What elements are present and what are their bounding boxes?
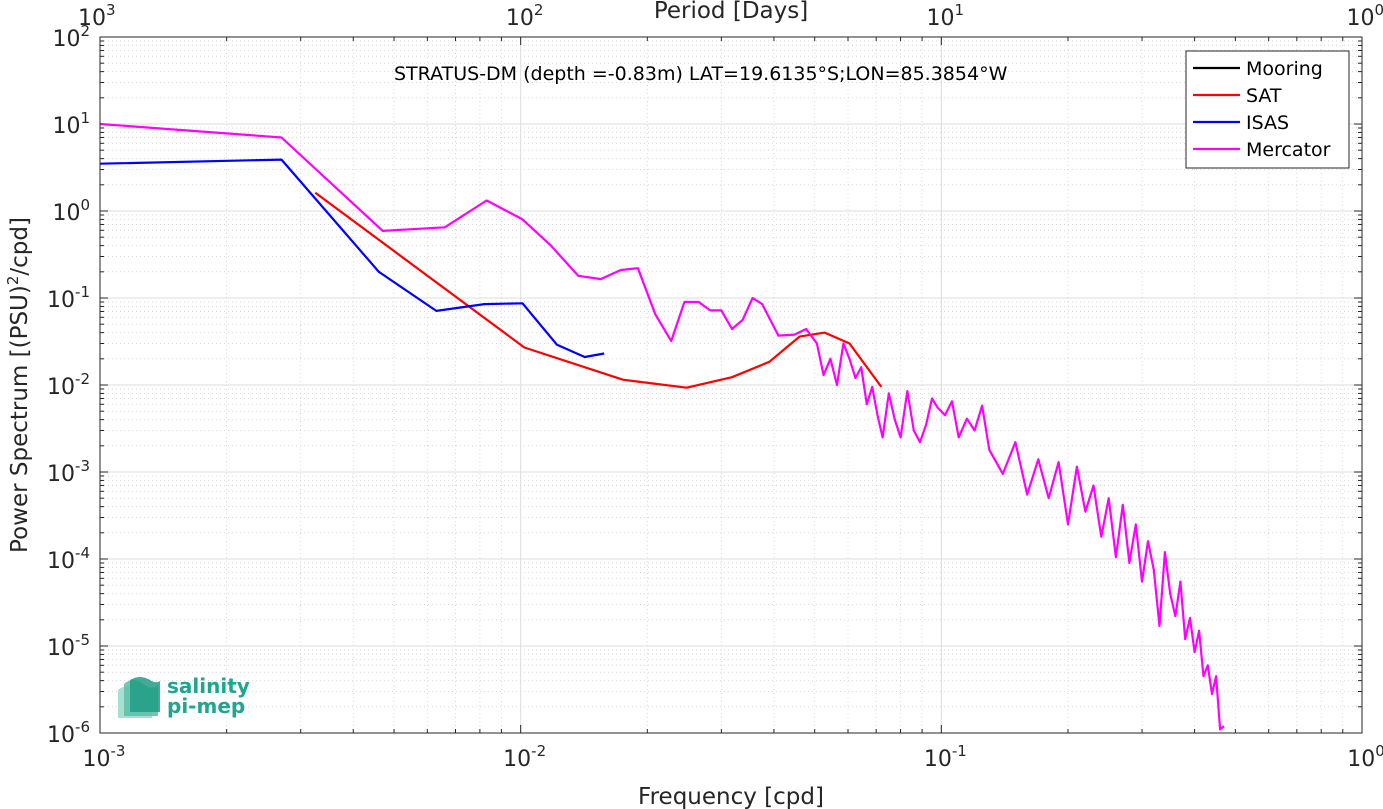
top-tick-label: 102 xyxy=(506,1,544,31)
salinity-logo: salinity pi-mep xyxy=(118,674,250,718)
y-tick-label-exp: 2 xyxy=(80,22,90,40)
series-layer xyxy=(99,122,1225,731)
y-tick-label-base: 10 xyxy=(52,201,80,226)
y-tick-label-base: 10 xyxy=(47,375,75,400)
y-tick-label-exp: -3 xyxy=(75,457,90,475)
top-tick-label-exp: 3 xyxy=(106,1,116,19)
logo-text-top: salinity xyxy=(167,674,250,698)
y-tick-label: 10-5 xyxy=(47,631,90,661)
y-axis-title: Power Spectrum [(PSU)2/cpd] xyxy=(4,217,33,553)
top-tick-label: 101 xyxy=(927,1,965,31)
y-tick-label-base: 10 xyxy=(47,723,75,748)
y-tick-label-exp: -1 xyxy=(75,283,90,301)
legend-label-mercator: Mercator xyxy=(1246,139,1331,161)
y-tick-label-base: 10 xyxy=(47,462,75,487)
y-tick-label-base: 10 xyxy=(47,636,75,661)
top-tick-label-base: 10 xyxy=(927,6,955,31)
top-tick-label-base: 10 xyxy=(78,6,106,31)
x-axis-title: Frequency [cpd] xyxy=(638,784,824,809)
y-tick-label: 100 xyxy=(52,196,90,226)
x-tick-label-exp: 0 xyxy=(1375,742,1383,760)
y-tick-label-base: 10 xyxy=(47,549,75,574)
x-tick-label-exp: -3 xyxy=(111,742,126,760)
x-tick-label: 10-2 xyxy=(503,742,546,772)
y-tick-label: 102 xyxy=(52,22,90,52)
x-tick-label-base: 10 xyxy=(83,747,111,772)
series-line-sat xyxy=(314,191,883,389)
legend-label-mooring: Mooring xyxy=(1246,58,1323,80)
y-tick-label-exp: -4 xyxy=(75,544,90,562)
x-tick-label-base: 10 xyxy=(924,747,952,772)
x-tick-label: 10-1 xyxy=(924,742,967,772)
legend: Mooring SAT ISAS Mercator xyxy=(1185,50,1350,169)
x-tick-label-exp: -1 xyxy=(952,742,967,760)
y-tick-label-base: 10 xyxy=(52,114,80,139)
y-axis-title-main: Power Spectrum [(PSU) xyxy=(7,285,33,553)
series-line-mercator xyxy=(99,122,1225,731)
x-tick-label-base: 10 xyxy=(1347,747,1375,772)
y-axis-title-tail: /cpd] xyxy=(7,217,33,276)
y-tick-label-exp: -6 xyxy=(75,718,90,736)
chart-title-annotation: STRATUS-DM (depth =-0.83m) LAT=19.6135°S… xyxy=(394,63,1008,85)
top-tick-label: 100 xyxy=(1346,1,1383,31)
x-tick-label-base: 10 xyxy=(503,747,531,772)
plot-frame xyxy=(99,36,1363,734)
y-tick-label: 10-1 xyxy=(47,283,90,313)
y-tick-label: 10-4 xyxy=(47,544,90,574)
x-tick-label: 10-3 xyxy=(83,742,126,772)
y-tick-label: 10-3 xyxy=(47,457,90,487)
x-tick-label: 100 xyxy=(1347,742,1383,772)
y-tick-label: 10-6 xyxy=(47,718,90,748)
top-tick-label-exp: 2 xyxy=(534,1,544,19)
top-tick-label: 103 xyxy=(78,1,116,31)
series-line-isas xyxy=(99,158,605,359)
y-tick-label: 10-2 xyxy=(47,370,90,400)
x-tick-labels: 10-3 10-2 10-1 100 xyxy=(83,742,1383,772)
y-tick-label: 101 xyxy=(52,109,90,139)
top-tick-label-exp: 1 xyxy=(955,1,965,19)
y-tick-label-exp: 1 xyxy=(80,109,90,127)
top-tick-label-base: 10 xyxy=(1346,6,1374,31)
y-axis-title-sup: 2 xyxy=(4,276,22,286)
legend-label-sat: SAT xyxy=(1246,85,1282,107)
logo-wave-front-icon xyxy=(130,677,160,712)
y-tick-label-exp: -2 xyxy=(75,370,90,388)
y-tick-label-base: 10 xyxy=(47,288,75,313)
legend-items: Mooring SAT ISAS Mercator xyxy=(1193,58,1331,161)
top-tick-label-base: 10 xyxy=(506,6,534,31)
y-tick-label-exp: 0 xyxy=(80,196,90,214)
top-tick-label-exp: 0 xyxy=(1374,1,1383,19)
legend-label-isas: ISAS xyxy=(1246,112,1289,134)
top-axis-title: Period [Days] xyxy=(654,0,808,24)
y-tick-label-exp: -5 xyxy=(75,631,90,649)
logo-text-bottom: pi-mep xyxy=(167,694,245,718)
x-tick-label-exp: -2 xyxy=(531,742,546,760)
top-tick-labels: 103 102 101 100 xyxy=(78,1,1383,31)
y-tick-label-base: 10 xyxy=(52,27,80,52)
